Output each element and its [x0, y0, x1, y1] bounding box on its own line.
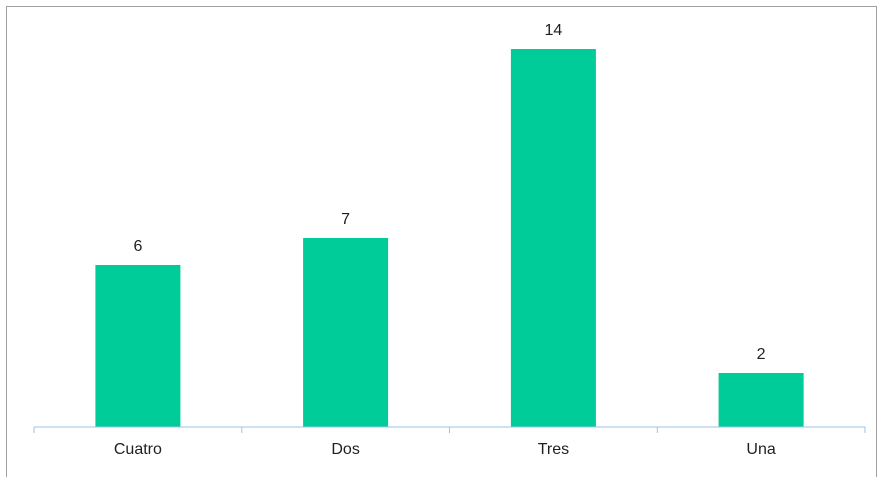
- bar-chart: 6 Cuatro 7 Dos 14 Tres 2 Una: [33, 22, 866, 458]
- bar-dos: [303, 238, 389, 427]
- bars-layer: [95, 49, 804, 427]
- bar-tres: [510, 49, 596, 427]
- data-label-tres: 14: [545, 22, 563, 39]
- category-label-cuatro: Cuatro: [114, 441, 162, 458]
- data-label-dos: 7: [341, 211, 350, 228]
- data-label-cuatro: 6: [133, 238, 142, 255]
- bar-cuatro: [95, 265, 181, 427]
- bar-una: [718, 373, 804, 427]
- category-label-una: Una: [746, 441, 775, 458]
- category-label-dos: Dos: [331, 441, 359, 458]
- x-axis: [33, 426, 866, 433]
- data-label-una: 2: [757, 346, 766, 363]
- category-label-tres: Tres: [538, 441, 569, 458]
- chart-frame: 6 Cuatro 7 Dos 14 Tres 2 Una: [6, 6, 877, 477]
- labels-layer: 6 Cuatro 7 Dos 14 Tres 2 Una: [114, 22, 776, 458]
